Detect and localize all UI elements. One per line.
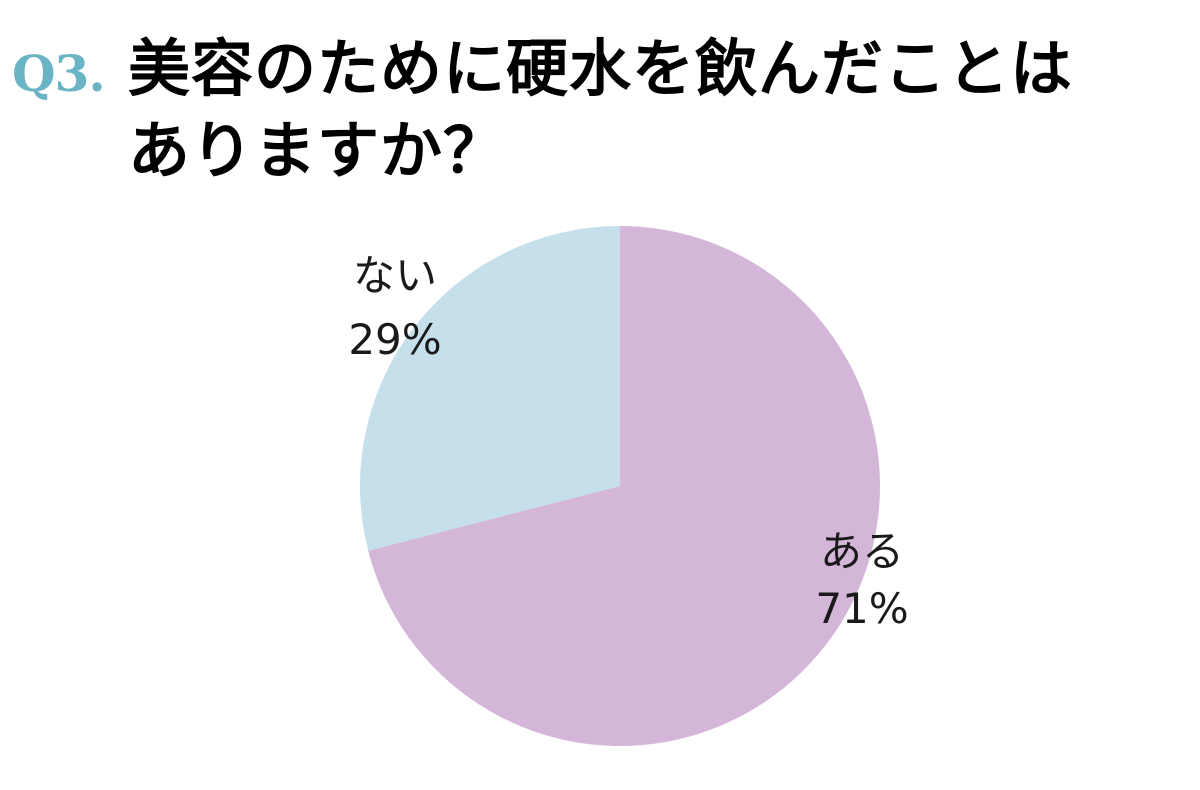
question-title-line-1: 美容のために硬水を飲んだことは <box>128 32 1074 105</box>
pie-slice-nai <box>360 226 620 551</box>
question-number: Q3. <box>12 44 106 103</box>
slice-value-nai: 29% <box>348 315 441 364</box>
slice-label-nai: ない <box>353 251 437 300</box>
pie-slices <box>360 226 880 746</box>
pie-slice-aru <box>368 226 880 746</box>
question-title-line-2: ありますか？ <box>128 114 507 187</box>
slice-label-aru: ある <box>820 527 904 576</box>
slice-value-aru: 71% <box>815 584 908 633</box>
question-title: 美容のために硬水を飲んだことは ありますか？ <box>128 28 1188 192</box>
